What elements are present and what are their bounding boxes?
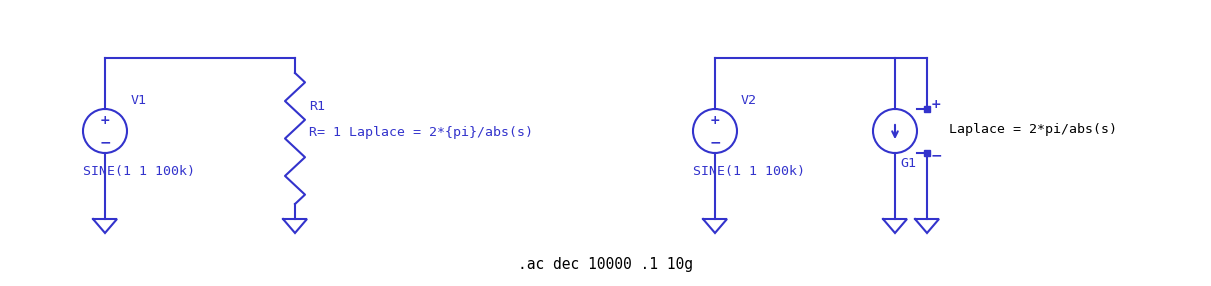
Text: +: + bbox=[710, 114, 721, 128]
Text: −: − bbox=[99, 135, 111, 149]
Text: +: + bbox=[931, 98, 942, 112]
Text: +: + bbox=[99, 114, 110, 128]
Text: R= 1 Laplace = 2*{pi}/abs(s): R= 1 Laplace = 2*{pi}/abs(s) bbox=[309, 126, 533, 139]
Text: Laplace = 2*pi/abs(s): Laplace = 2*pi/abs(s) bbox=[949, 122, 1117, 136]
Bar bbox=[924, 150, 930, 156]
Text: R1: R1 bbox=[309, 100, 325, 113]
Text: −: − bbox=[931, 148, 942, 162]
Text: .ac dec 10000 .1 10g: .ac dec 10000 .1 10g bbox=[517, 257, 693, 271]
Bar bbox=[924, 106, 930, 112]
Text: SINE(1 1 100k): SINE(1 1 100k) bbox=[84, 165, 195, 178]
Text: V1: V1 bbox=[131, 94, 147, 107]
Text: G1: G1 bbox=[900, 157, 916, 170]
Text: V2: V2 bbox=[741, 94, 757, 107]
Text: SINE(1 1 100k): SINE(1 1 100k) bbox=[693, 165, 805, 178]
Text: −: − bbox=[710, 135, 721, 149]
